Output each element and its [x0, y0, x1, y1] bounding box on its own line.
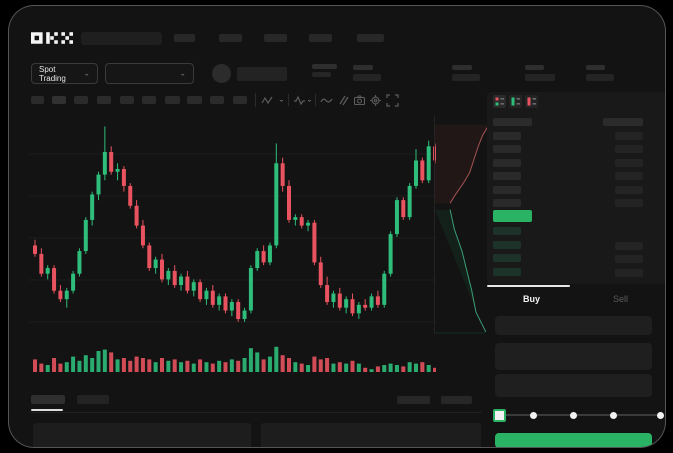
slider-stop[interactable]	[570, 412, 577, 419]
timeframe-button[interactable]	[165, 96, 180, 104]
nav-item-placeholder[interactable]	[174, 34, 195, 42]
ask-amount-placeholder	[615, 132, 643, 140]
stat-value-placeholder	[452, 74, 480, 81]
depth-chart[interactable]	[435, 116, 489, 334]
nav-item-placeholder[interactable]	[219, 34, 242, 42]
timeframe-button[interactable]	[210, 96, 224, 104]
toolbar-divider	[255, 93, 256, 107]
buy-button[interactable]	[495, 433, 652, 447]
timeframe-button[interactable]	[142, 96, 156, 104]
candlestick-chart[interactable]	[29, 112, 436, 376]
timeframe-button[interactable]	[187, 96, 202, 104]
tab-sell[interactable]: Sell	[612, 294, 628, 304]
stat-value-placeholder	[586, 74, 614, 81]
pair-selector-dropdown[interactable]: ⌄	[105, 63, 194, 84]
buy-tab-indicator	[487, 285, 570, 287]
bottom-divider	[29, 412, 482, 413]
okx-logo[interactable]	[31, 31, 73, 45]
slider-handle[interactable]	[493, 409, 506, 422]
bid-price-placeholder[interactable]	[493, 254, 521, 262]
timeframe-button[interactable]	[52, 96, 66, 104]
slider-stop[interactable]	[530, 412, 537, 419]
ask-amount-placeholder	[615, 199, 643, 207]
bottom-tab-indicator	[31, 409, 63, 411]
bid-amount-placeholder	[615, 268, 643, 277]
ask-amount-placeholder	[615, 145, 643, 154]
coin-avatar	[212, 64, 231, 83]
ask-price-placeholder[interactable]	[493, 185, 521, 194]
search-bar-placeholder[interactable]	[81, 32, 162, 45]
chevron-down-icon: ⌄	[179, 69, 186, 77]
tab-buy[interactable]: Buy	[522, 294, 540, 304]
nav-item-placeholder[interactable]	[357, 34, 384, 42]
candle-style-icon[interactable]	[261, 94, 274, 107]
fullscreen-icon[interactable]	[386, 94, 399, 107]
market-type-dropdown[interactable]: Spot Trading ⌄	[31, 63, 98, 84]
orderbook-view-asks-icon[interactable]	[525, 95, 538, 108]
price-sub-placeholder	[312, 72, 331, 77]
bid-price-placeholder[interactable]	[493, 240, 521, 249]
app-window: Spot Trading ⌄ ⌄ ⌄	[8, 5, 666, 448]
bottom-action-placeholder[interactable]	[397, 396, 430, 404]
toolbar-divider	[288, 94, 289, 106]
ask-price-placeholder[interactable]	[493, 158, 521, 167]
stat-label-placeholder	[353, 65, 373, 70]
timeframe-button[interactable]	[120, 96, 134, 104]
price-placeholder	[312, 64, 337, 69]
ask-amount-placeholder	[615, 172, 643, 181]
depth-panel-divider	[434, 116, 435, 334]
chevron-down-icon[interactable]: ⌄	[278, 96, 285, 104]
slider-track[interactable]	[498, 414, 663, 416]
orderbook-col-header-placeholder	[603, 118, 643, 126]
nav-item-placeholder[interactable]	[264, 34, 287, 42]
ask-amount-placeholder	[615, 185, 643, 194]
total-input[interactable]	[495, 374, 652, 397]
orders-panel-placeholder[interactable]	[261, 423, 481, 447]
orderbook-col-header-placeholder	[493, 118, 532, 126]
pair-name-placeholder	[237, 67, 287, 81]
compare-icon[interactable]	[337, 94, 350, 107]
timeframe-button[interactable]	[233, 96, 247, 104]
bid-price-placeholder[interactable]	[493, 227, 521, 235]
slider-stop[interactable]	[610, 412, 617, 419]
orderbook-last-price-highlight[interactable]	[493, 210, 532, 222]
market-type-label: Spot Trading	[39, 64, 66, 83]
slider-stop[interactable]	[657, 412, 664, 419]
timeframe-button[interactable]	[31, 96, 44, 104]
camera-icon[interactable]	[353, 94, 366, 107]
bid-price-placeholder[interactable]	[493, 267, 521, 276]
nav-item-placeholder[interactable]	[309, 34, 332, 42]
stat-label-placeholder	[525, 65, 544, 70]
ask-price-placeholder[interactable]	[493, 199, 521, 207]
bottom-tab-placeholder[interactable]	[77, 395, 109, 404]
stat-label-placeholder	[452, 65, 472, 70]
price-input[interactable]	[495, 316, 652, 335]
toolbar-divider	[315, 94, 316, 106]
ask-price-placeholder[interactable]	[493, 132, 521, 140]
chevron-down-icon[interactable]: ⌄	[306, 96, 313, 104]
orders-panel-placeholder[interactable]	[33, 423, 251, 447]
timeframe-button[interactable]	[97, 96, 111, 104]
amount-input[interactable]	[495, 343, 652, 370]
line-chart-icon[interactable]	[320, 94, 333, 107]
bid-amount-placeholder	[615, 241, 643, 250]
ask-amount-placeholder	[615, 158, 643, 167]
chevron-down-icon: ⌄	[83, 69, 90, 77]
stat-value-placeholder	[353, 74, 381, 81]
bid-amount-placeholder	[615, 255, 643, 263]
stat-label-placeholder	[586, 65, 605, 70]
ask-price-placeholder[interactable]	[493, 172, 521, 181]
timeframe-button[interactable]	[74, 96, 88, 104]
settings-icon[interactable]	[369, 94, 382, 107]
bottom-action-placeholder[interactable]	[441, 396, 472, 404]
bottom-tab-active-placeholder[interactable]	[31, 395, 65, 404]
orderbook-view-both-icon[interactable]	[493, 95, 506, 108]
ask-price-placeholder[interactable]	[493, 145, 521, 154]
orderbook-view-bids-icon[interactable]	[509, 95, 522, 108]
indicators-icon[interactable]	[293, 94, 306, 107]
stat-value-placeholder	[525, 74, 555, 81]
